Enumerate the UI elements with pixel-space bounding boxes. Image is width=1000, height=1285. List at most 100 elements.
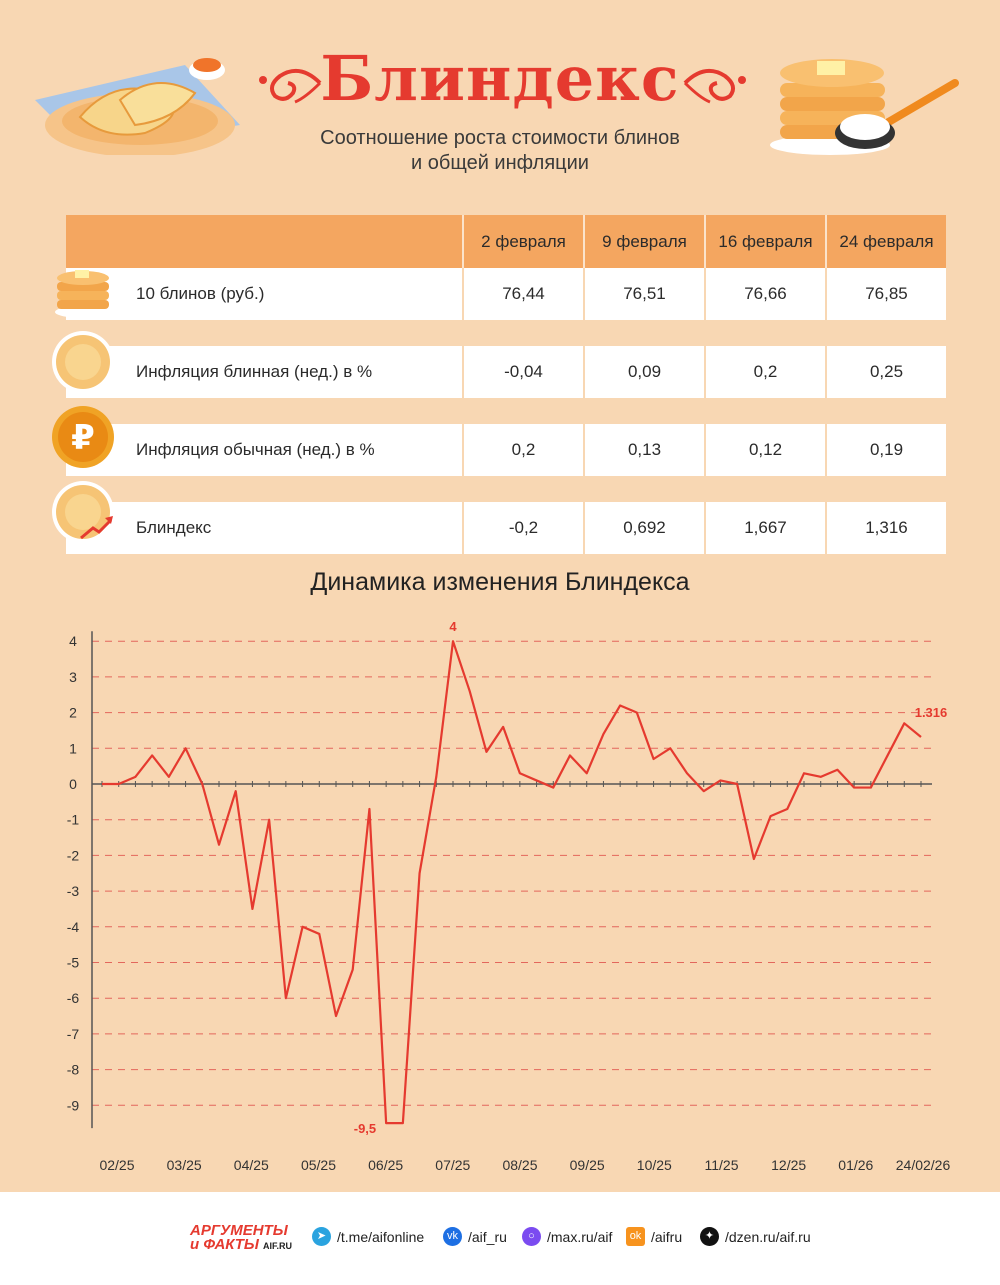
ruble-coin-icon: ₽ <box>52 406 114 468</box>
y-tick-label: -6 <box>67 990 80 1006</box>
chart-title: Динамика изменения Блиндекса <box>310 568 690 596</box>
y-tick-label: 4 <box>69 633 77 649</box>
x-tick-label: 11/25 <box>705 1157 739 1173</box>
subtitle: Соотношение роста стоимости блинов и общ… <box>0 126 1000 176</box>
table-cell: 0,19 <box>825 424 946 476</box>
dzen-link[interactable]: ✦ /dzen.ru/aif.ru <box>700 1227 811 1246</box>
x-tick-label: 06/25 <box>368 1157 403 1173</box>
table-cell: 0,13 <box>583 424 704 476</box>
row-label: 10 блинов (руб.) <box>66 268 462 320</box>
y-tick-label: 1 <box>69 740 77 756</box>
max-link[interactable]: ○ /max.ru/aif <box>522 1227 612 1246</box>
x-tick-label: 02/25 <box>99 1157 134 1173</box>
column-header: 2 февраля <box>462 215 583 268</box>
table-cell: 0,2 <box>704 346 825 398</box>
table-cell: 0,12 <box>704 424 825 476</box>
table-cell: 76,51 <box>583 268 704 320</box>
x-tick-label: 05/25 <box>301 1157 336 1173</box>
y-tick-label: 3 <box>69 669 77 685</box>
table-row: Инфляция обычная (нед.) в % 0,2 0,13 0,1… <box>66 424 946 476</box>
table-cell: -0,04 <box>462 346 583 398</box>
price-table: 2 февраля 9 февраля 16 февраля 24 феврал… <box>66 215 946 554</box>
brand-line-1: АРГУМЕНТЫ <box>190 1222 288 1239</box>
max-icon: ○ <box>522 1227 541 1246</box>
y-tick-label: -7 <box>67 1026 80 1042</box>
table-cell: 1,667 <box>704 502 825 554</box>
dzen-icon: ✦ <box>700 1227 719 1246</box>
blindex-series-line <box>102 640 922 1125</box>
pancake-growth-icon <box>52 481 114 543</box>
column-header: 24 февраля <box>825 215 946 268</box>
aif-logo[interactable]: АРГУМЕНТЫ и ФАКТЫ AIF.RU <box>190 1222 293 1253</box>
plate-of-blini-icon <box>35 58 240 155</box>
y-tick-label: -1 <box>67 812 80 828</box>
ok-link[interactable]: ok/aifru <box>626 1227 682 1246</box>
x-tick-label: 24/02/26 <box>896 1157 951 1173</box>
x-tick-label: 08/25 <box>502 1157 537 1173</box>
y-tick-label: 0 <box>69 776 77 792</box>
table-cell: 1,316 <box>825 502 946 554</box>
table-header-row: 2 февраля 9 февраля 16 февраля 24 феврал… <box>66 215 946 268</box>
x-tick-label: 12/25 <box>771 1157 806 1173</box>
y-tick-label: -9 <box>67 1097 80 1113</box>
link-text: /aifru <box>651 1228 683 1245</box>
column-header: 9 февраля <box>583 215 704 268</box>
y-tick-label: -3 <box>67 883 80 899</box>
vk-icon: vk <box>443 1227 462 1246</box>
x-tick-label: 01/26 <box>838 1157 873 1173</box>
x-tick-label: 03/25 <box>167 1157 202 1173</box>
table-row: Блиндекс -0,2 0,692 1,667 1,316 <box>66 502 946 554</box>
y-tick-label: -8 <box>67 1062 80 1078</box>
table-cell: 76,66 <box>704 268 825 320</box>
table-cell: 76,44 <box>462 268 583 320</box>
odnoklassniki-icon: ok <box>626 1227 645 1246</box>
x-tick-label: 04/25 <box>234 1157 269 1173</box>
table-cell: 76,85 <box>825 268 946 320</box>
table-cell: 0,25 <box>825 346 946 398</box>
table-header-empty <box>66 215 462 268</box>
right-ornament-icon <box>683 68 746 104</box>
y-tick-label: 2 <box>69 705 77 721</box>
subtitle-line-1: Соотношение роста стоимости блинов <box>320 127 680 149</box>
vk-link[interactable]: vk/aif_ru <box>443 1227 507 1246</box>
telegram-icon: ➤ <box>312 1227 331 1246</box>
y-tick-label: -2 <box>67 847 80 863</box>
link-text: /dzen.ru/aif.ru <box>725 1228 811 1245</box>
x-axis-ticks: 02/25 03/25 04/25 05/25 06/25 07/25 08/25 09/25… <box>99 781 950 1173</box>
telegram-link[interactable]: ➤ /t.me/aifonline <box>312 1227 424 1246</box>
x-tick-label: 09/25 <box>570 1157 605 1173</box>
table-row: Инфляция блинная (нед.) в % -0,04 0,09 0… <box>66 346 946 398</box>
column-header: 16 февраля <box>704 215 825 268</box>
link-text: /aif_ru <box>468 1228 507 1245</box>
row-label: Инфляция обычная (нед.) в % <box>66 424 462 476</box>
table-row: 10 блинов (руб.) 76,44 76,51 76,66 76,85 <box>66 268 946 320</box>
svg-text:₽: ₽ <box>71 418 95 458</box>
data-label: -9,5 <box>354 1121 376 1136</box>
header: Блиндекс Соотношение роста стоимости бли… <box>0 0 1000 200</box>
table-cell: 0,2 <box>462 424 583 476</box>
chart-grid <box>92 640 932 1106</box>
left-ornament-icon <box>259 68 322 104</box>
chart-annotations: 4 -9,5 1.316 <box>354 619 948 1136</box>
pancake-stack-icon <box>55 270 111 318</box>
table-cell: -0,2 <box>462 502 583 554</box>
x-tick-label: 07/25 <box>435 1157 470 1173</box>
y-axis-ticks: 4 3 2 1 0 -1 -2 -3 -4 -5 -6 -7 -8 -9 <box>67 633 80 1113</box>
x-tick-label: 10/25 <box>637 1157 672 1173</box>
page-title: Блиндекс <box>320 42 680 115</box>
row-label: Блиндекс <box>66 502 462 554</box>
link-text: /t.me/aifonline <box>337 1228 425 1245</box>
data-label: 4 <box>449 619 457 634</box>
brand-line-2: и ФАКТЫ <box>190 1236 259 1253</box>
pancake-icon <box>52 331 114 393</box>
data-label: 1.316 <box>915 705 948 720</box>
brand-site: AIF.RU <box>263 1241 293 1251</box>
y-tick-label: -4 <box>67 919 80 935</box>
table-cell: 0,09 <box>583 346 704 398</box>
y-tick-label: -5 <box>67 955 80 971</box>
footer: АРГУМЕНТЫ и ФАКТЫ AIF.RU ➤ /t.me/aifonlin… <box>0 1192 1000 1285</box>
link-text: /max.ru/aif <box>547 1228 613 1245</box>
subtitle-line-2: и общей инфляции <box>411 152 589 174</box>
table-cell: 0,692 <box>583 502 704 554</box>
